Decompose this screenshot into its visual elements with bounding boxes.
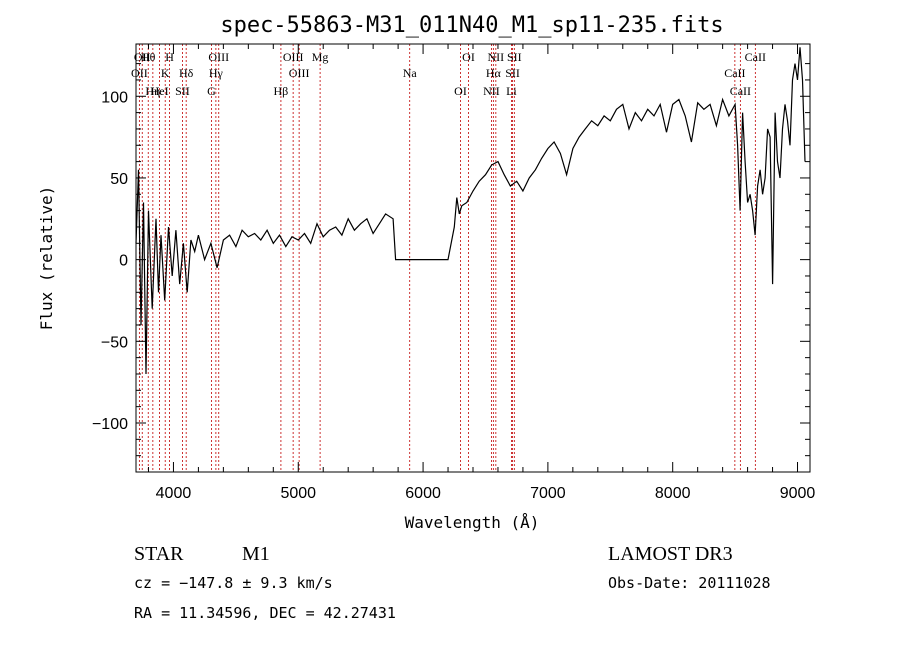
line-markers bbox=[138, 44, 756, 472]
x-tick-label: 4000 bbox=[156, 485, 192, 502]
line-marker-label: SII bbox=[505, 66, 520, 80]
chart-title: spec-55863-M31_011N40_M1_sp11-235.fits bbox=[220, 13, 723, 38]
line-marker-label: OIII bbox=[208, 50, 229, 64]
line-marker-label: CaII bbox=[745, 50, 766, 64]
line-marker-label: SII bbox=[507, 50, 522, 64]
line-marker-labels: HθOIIHηOIIKHeIHHδSIIOIIIHγGOIIIOIIIHβMgN… bbox=[131, 50, 766, 98]
line-marker-label: NII bbox=[488, 50, 505, 64]
line-marker-label: Hη bbox=[145, 84, 160, 98]
object-class: STAR bbox=[134, 543, 184, 565]
line-marker-label: Mg bbox=[312, 50, 329, 64]
line-marker-label: OI bbox=[462, 50, 475, 64]
line-marker-label: Hδ bbox=[179, 66, 194, 80]
x-tick-label: 9000 bbox=[780, 485, 816, 502]
object-subclass: M1 bbox=[242, 543, 270, 565]
line-marker-label: SII bbox=[175, 84, 190, 98]
line-marker-label: G bbox=[207, 84, 216, 98]
y-axis-ticks: −100 −50 0 50 100 bbox=[92, 63, 810, 457]
line-marker-label: OII bbox=[131, 66, 148, 80]
line-marker-label: Hθ bbox=[141, 50, 156, 64]
y-tick-label: 100 bbox=[101, 89, 128, 106]
line-marker-label: OII bbox=[134, 50, 151, 64]
line-marker-label: HeI bbox=[151, 84, 169, 98]
x-tick-label: 7000 bbox=[530, 485, 566, 502]
x-tick-label: 8000 bbox=[655, 485, 691, 502]
line-marker-label: NII bbox=[483, 84, 500, 98]
line-marker-label: K bbox=[161, 66, 170, 80]
line-marker-label: Na bbox=[403, 66, 418, 80]
line-marker-label: CaII bbox=[730, 84, 751, 98]
line-marker-label: OIII bbox=[283, 50, 304, 64]
y-tick-label: 50 bbox=[110, 171, 128, 188]
y-axis-label: Flux (relative) bbox=[37, 186, 56, 331]
redshift-cz: cz = −147.8 ± 9.3 km/s bbox=[134, 574, 333, 592]
line-marker-label: OI bbox=[454, 84, 467, 98]
x-axis-ticks: 4000 5000 6000 7000 8000 9000 bbox=[147, 44, 816, 502]
line-marker-label: Hβ bbox=[274, 84, 289, 98]
line-marker-label: H bbox=[165, 50, 174, 64]
survey-name: LAMOST DR3 bbox=[608, 543, 733, 565]
x-axis-label: Wavelength (Å) bbox=[405, 513, 540, 532]
plot-frame bbox=[135, 43, 811, 473]
y-tick-label: 0 bbox=[119, 253, 128, 270]
spectrum-line bbox=[135, 47, 806, 375]
y-tick-label: −100 bbox=[92, 416, 128, 433]
obs-date: Obs-Date: 20111028 bbox=[608, 574, 771, 592]
line-marker-label: Li bbox=[506, 84, 517, 98]
line-marker-label: Hγ bbox=[209, 66, 224, 80]
x-tick-label: 5000 bbox=[280, 485, 316, 502]
line-marker-label: Hα bbox=[486, 66, 502, 80]
y-tick-label: −50 bbox=[101, 334, 128, 351]
ra-dec: RA = 11.34596, DEC = 42.27431 bbox=[134, 604, 396, 622]
line-marker-label: OIII bbox=[289, 66, 310, 80]
x-tick-label: 6000 bbox=[405, 485, 441, 502]
line-marker-label: CaII bbox=[724, 66, 745, 80]
